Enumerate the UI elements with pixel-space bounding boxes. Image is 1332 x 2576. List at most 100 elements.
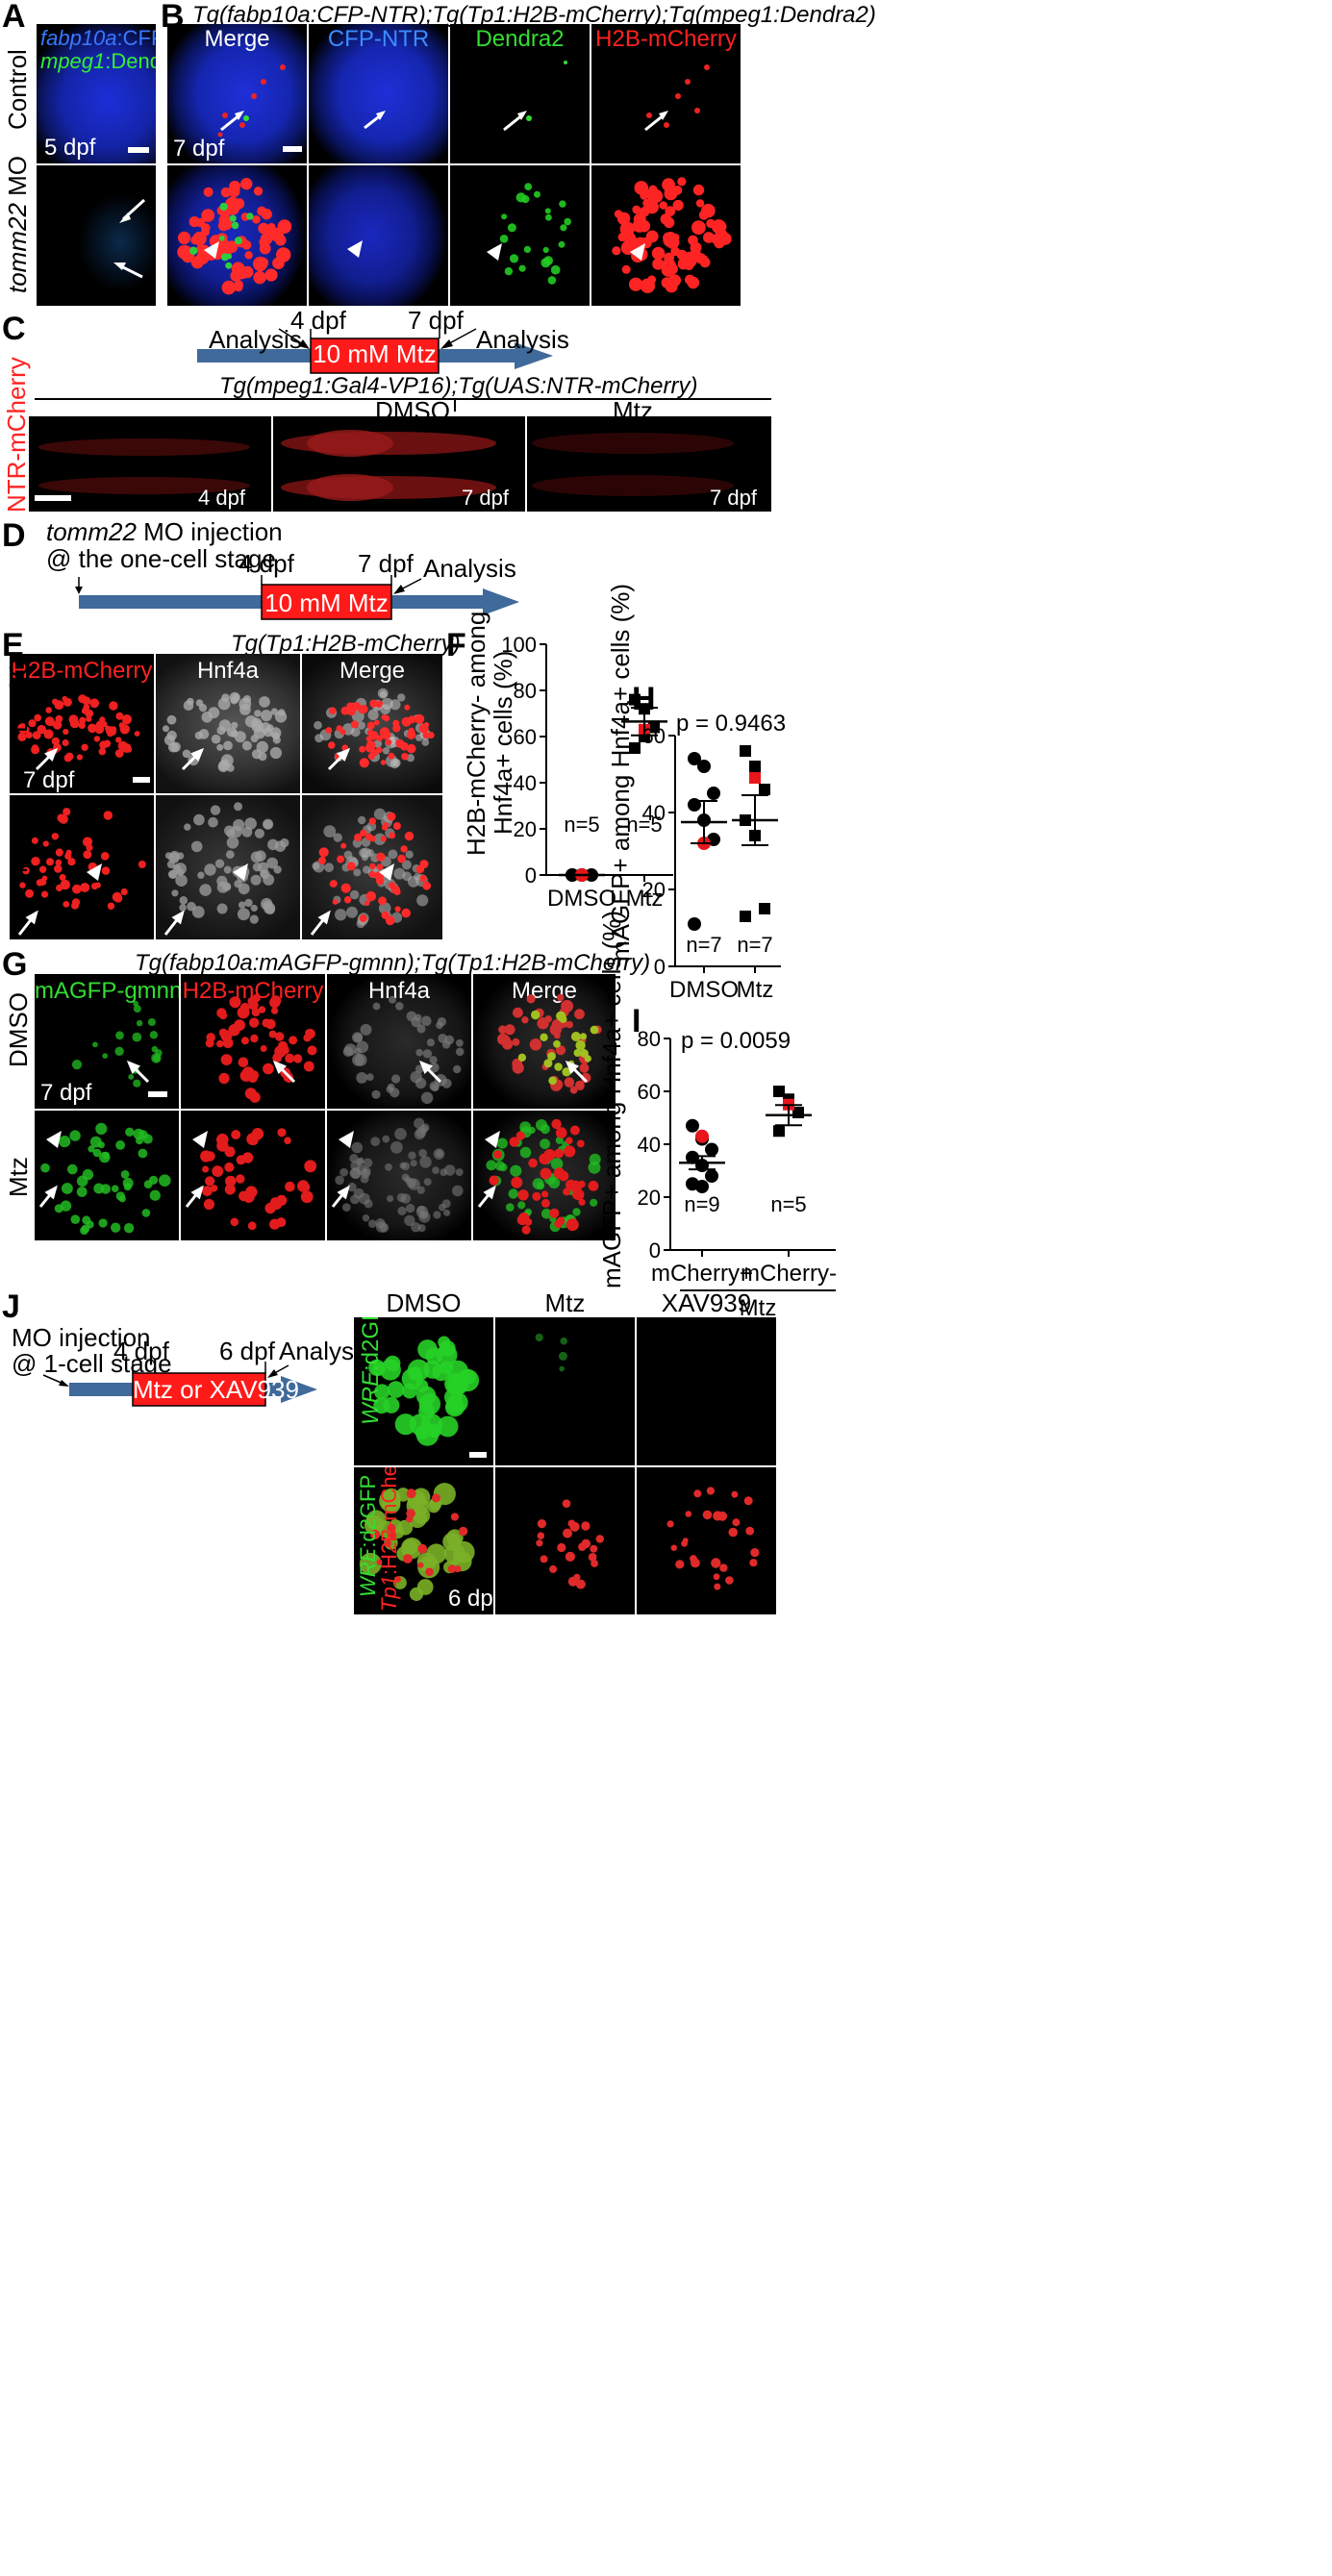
cell	[350, 720, 359, 729]
cell	[397, 1206, 407, 1215]
cell	[373, 808, 386, 820]
cell	[234, 237, 242, 245]
cell	[376, 863, 384, 870]
cell	[125, 1127, 135, 1137]
cell	[92, 1148, 102, 1158]
cell	[494, 1161, 505, 1171]
cell	[489, 1175, 499, 1186]
cell	[569, 1125, 580, 1136]
cell	[382, 1495, 401, 1514]
cell	[57, 813, 65, 822]
cell	[401, 908, 411, 918]
cell	[521, 1016, 529, 1024]
cell	[219, 202, 228, 212]
cell	[543, 1059, 553, 1068]
timeline-4dpf: 4 dpf	[290, 306, 346, 335]
cell	[406, 743, 416, 754]
cell	[365, 890, 376, 902]
panel-b-title: Tg(fabp10a:CFP-NTR);Tg(Tp1:H2B-mCherry);…	[192, 2, 876, 28]
cell	[431, 1083, 440, 1092]
cell	[241, 740, 252, 751]
cell	[82, 1168, 94, 1181]
cell	[65, 752, 74, 761]
cell	[386, 1086, 394, 1093]
cell	[719, 1563, 728, 1572]
cell	[659, 201, 667, 210]
cell	[446, 1529, 464, 1546]
cell	[551, 1118, 562, 1130]
cell	[400, 1193, 412, 1204]
cells	[310, 808, 432, 936]
cell	[399, 1162, 407, 1169]
cell	[83, 704, 90, 711]
data-point	[629, 693, 641, 706]
cell	[373, 1397, 390, 1414]
cell	[447, 1564, 457, 1573]
cell	[591, 1560, 598, 1567]
cell	[67, 858, 76, 866]
cell	[210, 1185, 218, 1192]
cell	[406, 1011, 417, 1022]
cell	[224, 1162, 235, 1172]
cell	[567, 1576, 578, 1587]
panel-d-timeline	[75, 575, 519, 620]
legend-fabp10a: fabp10a:CFP-NTR	[40, 26, 156, 50]
g-magfp-mtz	[35, 1111, 179, 1240]
cell	[535, 1333, 543, 1342]
cell	[266, 724, 274, 732]
timeline-7dpf: 7 dpf	[408, 306, 464, 335]
cell	[616, 212, 631, 225]
cell	[365, 736, 372, 742]
cell	[111, 1185, 119, 1192]
arrowhead-icon	[87, 863, 102, 881]
cell	[401, 1538, 423, 1560]
cell	[247, 996, 257, 1006]
arrow-icon	[483, 1185, 496, 1200]
col-header-h2b-mcherry: H2B-mCherry	[595, 26, 737, 52]
cell	[540, 1138, 550, 1149]
col-header-xav939: XAV939	[661, 1288, 752, 1317]
n-label: n=7	[737, 933, 772, 957]
cell	[307, 1045, 317, 1056]
title-underline	[35, 398, 771, 400]
cell	[241, 826, 253, 838]
cell	[352, 1054, 364, 1066]
y-tick-label: 40	[638, 1133, 661, 1157]
cell	[368, 870, 376, 878]
cell	[389, 995, 396, 1004]
col-header-magfp-gmnn: mAGFP-gmnn	[35, 978, 179, 1004]
row-label-mtz: Mtz	[4, 833, 33, 873]
cell	[588, 1180, 599, 1191]
cells	[38, 1122, 171, 1236]
j-merge-xav	[637, 1467, 776, 1614]
cell	[55, 859, 63, 866]
cell	[266, 857, 278, 869]
cell	[261, 209, 272, 220]
cell	[415, 1064, 424, 1074]
cell	[550, 1158, 564, 1170]
cell	[51, 737, 61, 746]
cells	[497, 993, 602, 1094]
cell	[350, 1167, 362, 1179]
panel-label-f: F	[446, 627, 466, 663]
arrow-icon	[190, 1185, 204, 1200]
cell	[731, 1490, 739, 1498]
cell	[114, 1046, 124, 1056]
cell	[41, 875, 48, 882]
cell	[17, 723, 28, 734]
cell	[329, 707, 337, 714]
cells	[177, 178, 292, 295]
cell	[269, 1197, 283, 1211]
cell	[353, 868, 362, 877]
cell	[570, 1032, 581, 1041]
cell	[380, 760, 387, 765]
cell	[394, 1576, 401, 1583]
cell	[732, 1518, 741, 1527]
y-tick-label: 40	[642, 801, 666, 825]
cell	[381, 911, 390, 919]
cell	[563, 1188, 571, 1196]
e-hnf4a-dmso: Hnf4a	[156, 654, 300, 793]
cell	[564, 1077, 575, 1088]
cell	[95, 720, 105, 730]
j-line2: @ 1-cell stage	[12, 1349, 172, 1378]
